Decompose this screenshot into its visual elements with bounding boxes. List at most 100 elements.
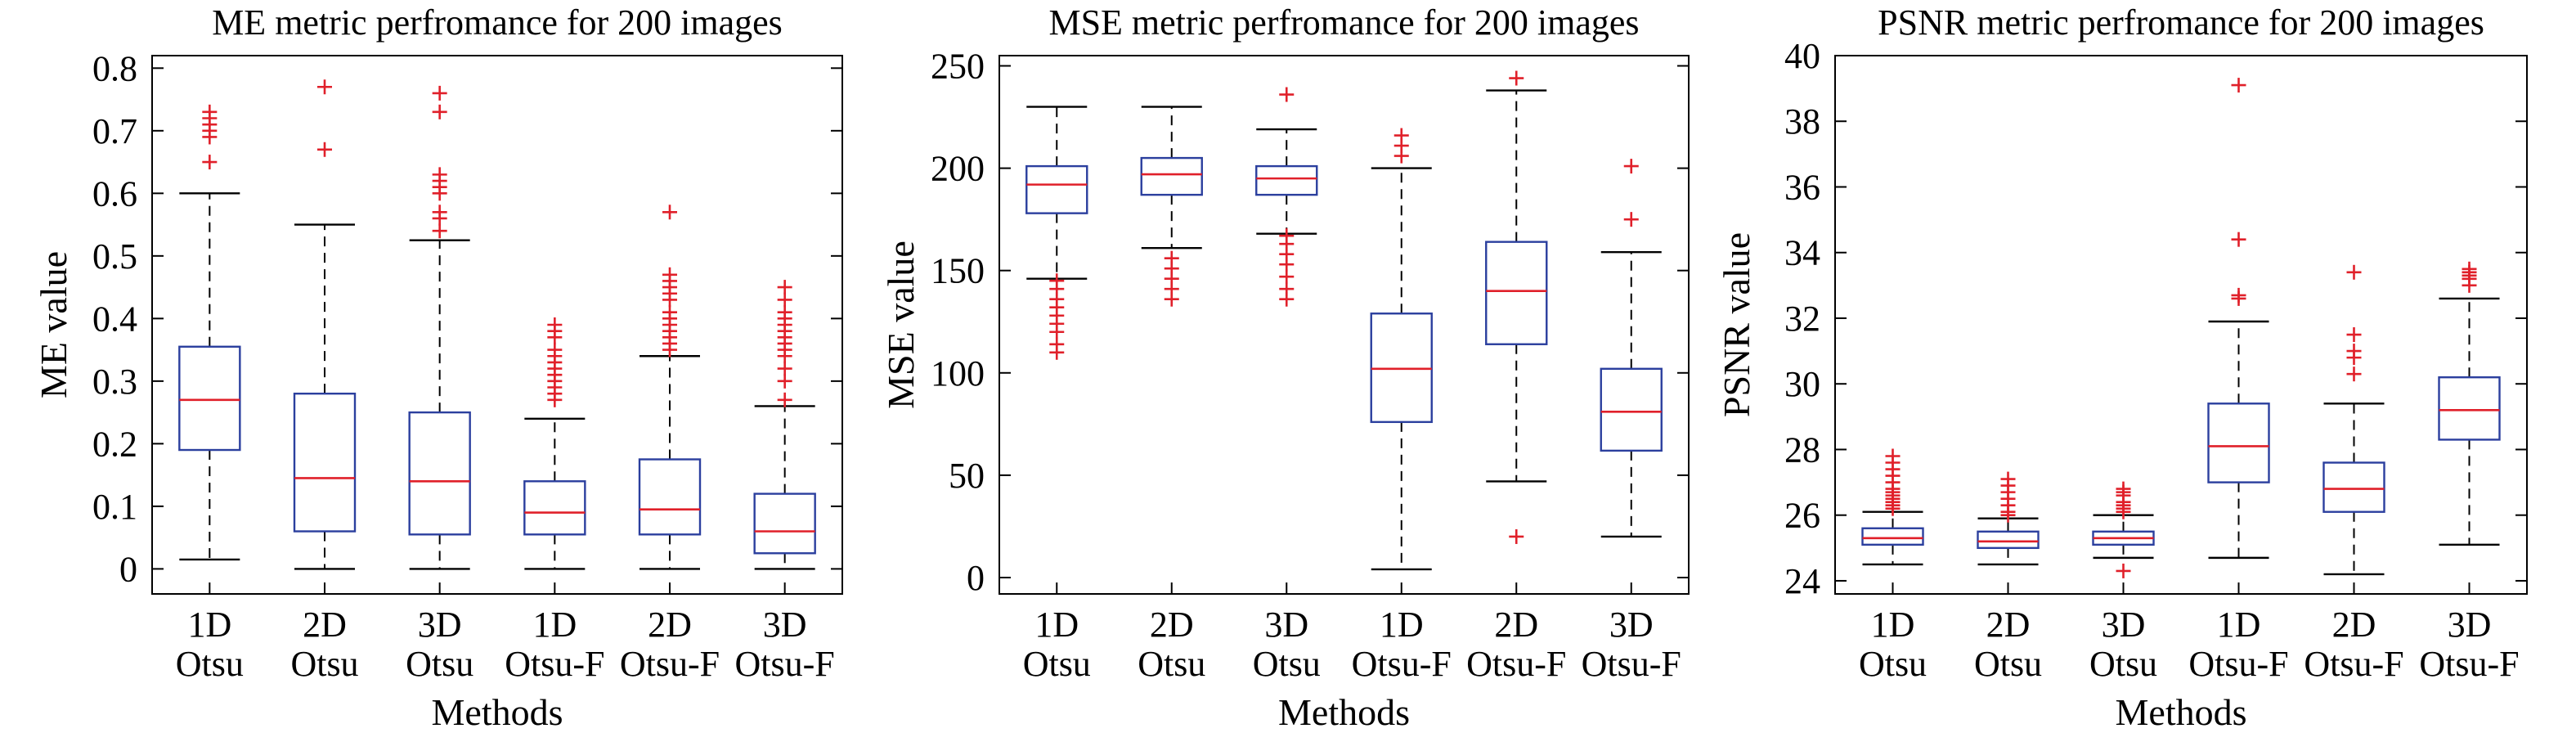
outlier-marker — [432, 104, 447, 119]
x-tick-label: Otsu-F — [620, 644, 720, 684]
box-4 — [1370, 128, 1433, 571]
outlier-marker — [777, 373, 792, 389]
outlier-marker — [1279, 269, 1295, 285]
outlier-marker — [202, 104, 218, 119]
x-tick-label: Otsu-F — [735, 644, 835, 684]
outlier-marker — [662, 205, 677, 220]
outlier-marker — [1623, 212, 1639, 227]
outlier-marker — [1279, 228, 1295, 244]
box-1 — [178, 104, 241, 561]
y-axis-label: MSE value — [880, 241, 922, 409]
x-tick-label: 3D — [1264, 605, 1308, 645]
x-tick-label: Otsu — [290, 644, 358, 684]
outlier-marker — [2116, 563, 2131, 578]
outlier-marker — [1279, 281, 1295, 297]
x-tick-label: Otsu — [1023, 644, 1091, 684]
outlier-marker — [2346, 264, 2362, 280]
x-tick-label: Otsu — [1253, 644, 1321, 684]
x-tick-label: 1D — [532, 605, 577, 645]
x-tick-label: 1D — [1871, 605, 1915, 645]
x-tick-label: Otsu-F — [1582, 644, 1681, 684]
box-2 — [1977, 471, 2040, 566]
x-tick-label: 3D — [2102, 605, 2146, 645]
outlier-marker — [777, 361, 792, 376]
iqr-box — [2207, 402, 2270, 483]
box-5 — [1485, 70, 1548, 544]
x-tick-label: Otsu — [176, 644, 244, 684]
x-tick-label: Otsu — [1138, 644, 1205, 684]
y-tick-label: 0.3 — [92, 362, 137, 402]
y-tick-label: 30 — [1784, 364, 1820, 404]
x-tick-label: Otsu — [406, 644, 473, 684]
y-tick-label: 0.2 — [92, 424, 137, 464]
outlier-marker — [662, 267, 677, 282]
outlier-marker — [1393, 128, 1409, 143]
outlier-marker — [2346, 327, 2362, 343]
chart-title: MSE metric perfromance for 200 images — [1048, 2, 1639, 43]
y-tick-label: 0.1 — [92, 487, 137, 527]
outlier-marker — [777, 280, 792, 295]
y-tick-label: 50 — [949, 456, 985, 496]
x-tick-label: 1D — [1034, 605, 1079, 645]
box-4 — [2207, 78, 2270, 560]
x-tick-label: Otsu-F — [1352, 644, 1452, 684]
y-tick-label: 0 — [967, 558, 985, 598]
outlier-marker — [1164, 250, 1179, 266]
outlier-marker — [2231, 78, 2246, 93]
iqr-box — [523, 480, 586, 536]
y-tick-label: 0.6 — [92, 173, 137, 214]
y-tick-label: 100 — [931, 353, 985, 393]
x-tick-label: Otsu-F — [505, 644, 604, 684]
iqr-box — [1485, 241, 1548, 345]
y-tick-label: 0.5 — [92, 236, 137, 277]
y-tick-label: 24 — [1784, 561, 1820, 601]
box-6 — [1600, 159, 1663, 538]
outlier-marker — [2346, 367, 2362, 382]
plot-frame — [151, 55, 843, 595]
iqr-box — [1025, 164, 1088, 214]
iqr-box — [638, 458, 702, 536]
iqr-box — [408, 411, 471, 536]
outlier-marker — [2000, 471, 2016, 487]
x-tick-label: 3D — [763, 605, 807, 645]
outlier-marker — [1885, 448, 1901, 464]
outlier-marker — [1509, 528, 1524, 544]
iqr-box — [753, 492, 816, 555]
box-2 — [1140, 106, 1203, 307]
box-5 — [638, 205, 702, 570]
y-tick-label: 34 — [1784, 233, 1820, 273]
chart-panel-2: MSE metric perfromance for 200 images 0 50… — [880, 2, 1690, 733]
x-tick-label: Otsu — [1974, 644, 2042, 684]
x-tick-label: Otsu-F — [2419, 644, 2519, 684]
outlier-marker — [777, 392, 792, 407]
x-tick-label: 3D — [418, 605, 462, 645]
box-3 — [2092, 481, 2155, 578]
x-axis-label: Methods — [2116, 691, 2247, 733]
y-tick-label: 0 — [119, 549, 137, 589]
x-tick-label: Otsu-F — [1466, 644, 1566, 684]
y-tick-label: 32 — [1784, 299, 1820, 339]
x-axis-label: Methods — [432, 691, 563, 733]
x-tick-label: 1D — [2217, 605, 2261, 645]
iqr-box — [1600, 367, 1663, 452]
x-tick-label: Otsu — [2089, 644, 2157, 684]
outlier-marker — [777, 304, 792, 320]
y-tick-label: 0.4 — [92, 299, 137, 339]
outlier-marker — [2231, 232, 2246, 247]
iqr-box — [178, 345, 241, 452]
outlier-marker — [777, 292, 792, 308]
outlier-marker — [547, 317, 563, 332]
x-tick-label: 2D — [303, 605, 347, 645]
y-tick-label: 0.7 — [92, 111, 137, 151]
box-6 — [2438, 261, 2501, 546]
x-tick-label: 1D — [1380, 605, 1424, 645]
y-axis-label: ME value — [33, 251, 74, 398]
y-tick-label: 0.8 — [92, 48, 137, 88]
x-tick-label: Otsu-F — [2188, 644, 2288, 684]
y-tick-label: 26 — [1784, 496, 1820, 536]
outlier-marker — [2346, 344, 2362, 359]
outlier-marker — [432, 85, 447, 101]
outlier-marker — [547, 342, 563, 358]
x-tick-label: Otsu — [1859, 644, 1927, 684]
